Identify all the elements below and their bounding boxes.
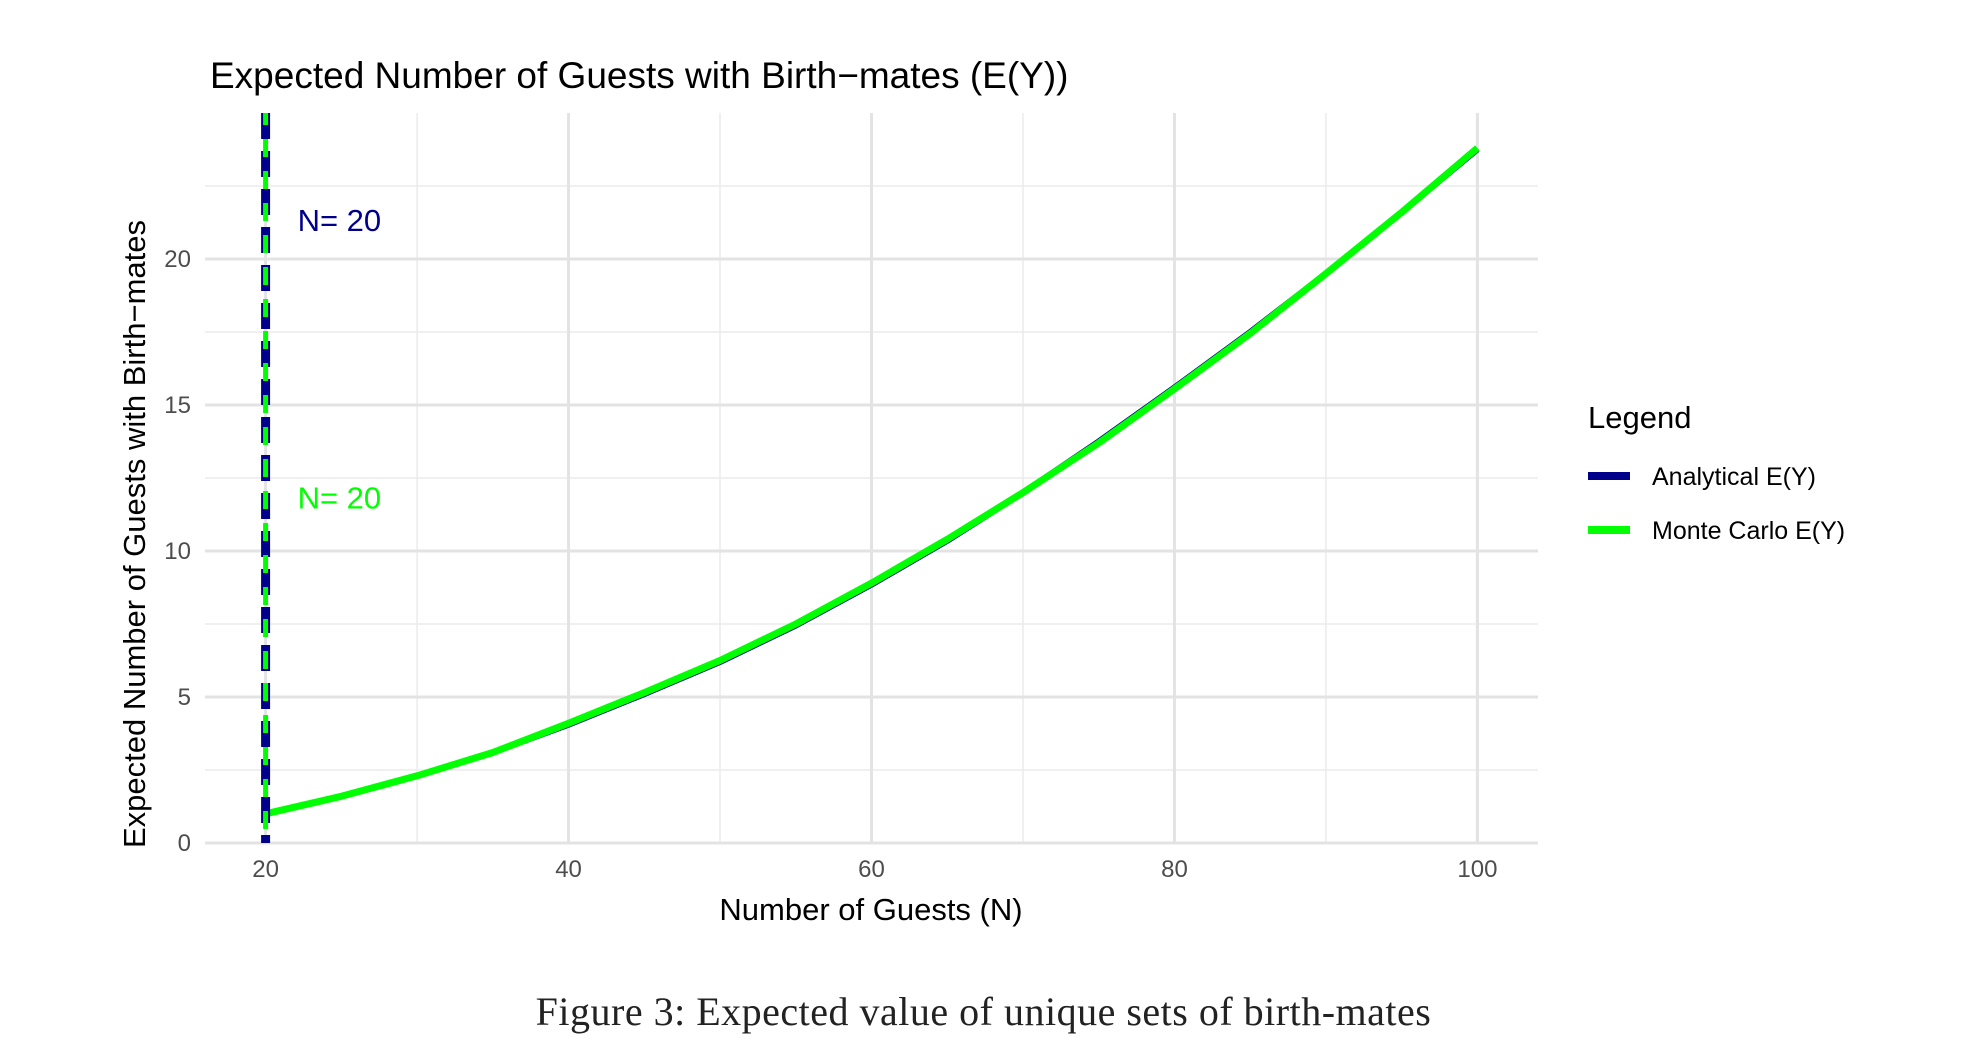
legend: Legend Analytical E(Y) Monte Carlo E(Y) bbox=[1588, 400, 1845, 545]
y-axis-ticks: 0 5 10 15 20 bbox=[164, 246, 191, 857]
y-tick-label: 20 bbox=[164, 246, 191, 273]
legend-title: Legend bbox=[1588, 400, 1691, 435]
chart-title: Expected Number of Guests with Birth−mat… bbox=[210, 55, 1069, 96]
x-tick-label: 20 bbox=[252, 856, 279, 883]
x-axis-title: Number of Guests (N) bbox=[719, 892, 1022, 927]
y-axis-title: Expected Number of Guests with Birth−mat… bbox=[117, 220, 152, 848]
legend-label: Monte Carlo E(Y) bbox=[1652, 517, 1845, 545]
series-line-monte-carlo bbox=[264, 145, 1480, 818]
legend-label: Analytical E(Y) bbox=[1652, 463, 1816, 491]
x-axis-ticks: 20 40 60 80 100 bbox=[252, 856, 1497, 883]
y-tick-label: 0 bbox=[178, 830, 191, 857]
grid-major bbox=[205, 113, 1538, 845]
figure-caption: Figure 3: Expected value of unique sets … bbox=[535, 989, 1432, 1034]
vline-annotation-label: N= 20 bbox=[298, 203, 382, 238]
legend-items: Analytical E(Y) Monte Carlo E(Y) bbox=[1588, 463, 1845, 545]
x-tick-label: 40 bbox=[555, 856, 582, 883]
y-tick-label: 10 bbox=[164, 538, 191, 565]
chart: Expected Number of Guests with Birth−mat… bbox=[117, 55, 1845, 927]
y-tick-label: 5 bbox=[178, 684, 191, 711]
x-tick-label: 60 bbox=[858, 856, 885, 883]
x-tick-label: 80 bbox=[1161, 856, 1188, 883]
y-tick-label: 15 bbox=[164, 392, 191, 419]
series-layer bbox=[264, 145, 1480, 818]
x-tick-label: 100 bbox=[1457, 856, 1497, 883]
annotation-layer: N= 20 N= 20 bbox=[298, 203, 382, 515]
vline-annotation-label: N= 20 bbox=[298, 480, 382, 515]
